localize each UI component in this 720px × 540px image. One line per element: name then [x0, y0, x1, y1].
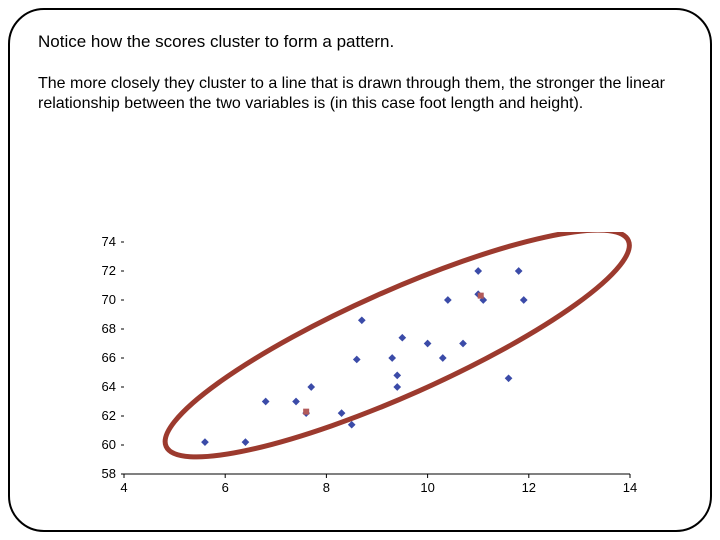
x-tick-label: 4	[120, 480, 127, 495]
y-tick-label: 72	[102, 263, 116, 278]
scatter-chart: 586062646668707274468101214	[80, 232, 640, 502]
scatter-point	[201, 438, 209, 446]
scatter-point	[505, 374, 513, 382]
x-tick-label: 14	[623, 480, 637, 495]
scatter-point	[520, 296, 528, 304]
slide-heading: Notice how the scores cluster to form a …	[38, 32, 682, 52]
slide-frame: Notice how the scores cluster to form a …	[8, 8, 712, 532]
y-tick-label: 74	[102, 234, 116, 249]
scatter-point	[292, 398, 300, 406]
scatter-point	[439, 354, 447, 362]
x-tick-label: 10	[420, 480, 434, 495]
y-tick-label: 62	[102, 408, 116, 423]
highlight-point	[303, 409, 309, 415]
y-tick-label: 58	[102, 466, 116, 481]
scatter-point	[424, 340, 432, 348]
scatter-point	[515, 267, 523, 275]
scatter-point	[242, 438, 250, 446]
slide-body-text: The more closely they cluster to a line …	[38, 74, 682, 114]
y-tick-label: 68	[102, 321, 116, 336]
scatter-chart-svg: 586062646668707274468101214	[80, 232, 640, 502]
scatter-point	[353, 356, 361, 364]
scatter-point	[262, 398, 270, 406]
cluster-ellipse	[145, 232, 640, 494]
scatter-point	[358, 316, 366, 324]
y-tick-label: 60	[102, 437, 116, 452]
scatter-point	[459, 340, 467, 348]
x-tick-label: 12	[522, 480, 536, 495]
x-tick-label: 8	[323, 480, 330, 495]
y-tick-label: 70	[102, 292, 116, 307]
scatter-point	[338, 409, 346, 417]
scatter-point	[474, 267, 482, 275]
highlight-point	[478, 293, 484, 299]
scatter-point	[398, 334, 406, 342]
scatter-point	[393, 383, 401, 391]
scatter-point	[388, 354, 396, 362]
x-tick-label: 6	[222, 480, 229, 495]
scatter-point	[307, 383, 315, 391]
y-tick-label: 66	[102, 350, 116, 365]
scatter-point	[444, 296, 452, 304]
y-tick-label: 64	[102, 379, 116, 394]
scatter-point	[393, 372, 401, 380]
